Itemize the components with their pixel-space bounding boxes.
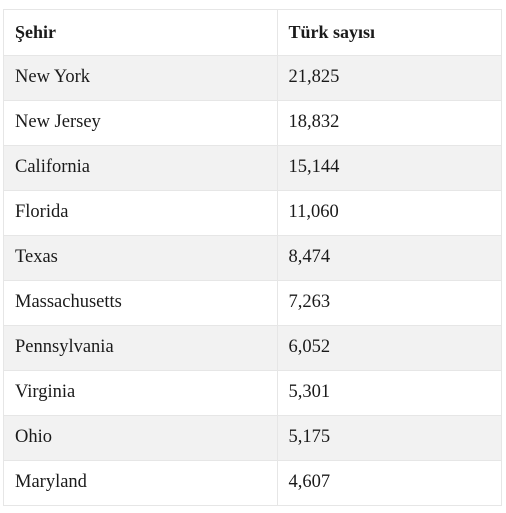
cell-count: 11,060	[276, 190, 501, 236]
cell-city: Texas	[4, 235, 277, 281]
table-row: New Jersey 18,832	[4, 100, 501, 146]
header-row: Şehir Türk sayısı	[4, 10, 501, 56]
table-row: Texas 8,474	[4, 235, 501, 281]
table-row: Maryland 4,607	[4, 460, 501, 505]
cell-count: 8,474	[276, 235, 501, 281]
table-header: Şehir Türk sayısı	[4, 10, 501, 56]
cell-count: 21,825	[276, 55, 501, 101]
table-row: Pennsylvania 6,052	[4, 325, 501, 371]
cell-city: Massachusetts	[4, 280, 277, 326]
column-header-turk-count: Türk sayısı	[276, 10, 501, 56]
data-table-container: Şehir Türk sayısı New York 21,825 New Je…	[3, 9, 502, 506]
table-row: Virginia 5,301	[4, 370, 501, 416]
cell-count: 6,052	[276, 325, 501, 371]
table-row: Massachusetts 7,263	[4, 280, 501, 326]
cell-city: Virginia	[4, 370, 277, 416]
table-row: California 15,144	[4, 145, 501, 191]
cell-count: 15,144	[276, 145, 501, 191]
cell-city: Ohio	[4, 415, 277, 461]
data-table: Şehir Türk sayısı New York 21,825 New Je…	[4, 10, 501, 505]
cell-city: California	[4, 145, 277, 191]
table-body: New York 21,825 New Jersey 18,832 Califo…	[4, 55, 501, 505]
cell-count: 4,607	[276, 460, 501, 505]
cell-city: Maryland	[4, 460, 277, 505]
column-header-city: Şehir	[4, 10, 277, 56]
cell-city: New Jersey	[4, 100, 277, 146]
cell-count: 7,263	[276, 280, 501, 326]
cell-city: New York	[4, 55, 277, 101]
cell-count: 5,301	[276, 370, 501, 416]
table-row: Florida 11,060	[4, 190, 501, 236]
cell-city: Florida	[4, 190, 277, 236]
cell-count: 18,832	[276, 100, 501, 146]
cell-count: 5,175	[276, 415, 501, 461]
cell-city: Pennsylvania	[4, 325, 277, 371]
table-row: Ohio 5,175	[4, 415, 501, 461]
table-row: New York 21,825	[4, 55, 501, 101]
